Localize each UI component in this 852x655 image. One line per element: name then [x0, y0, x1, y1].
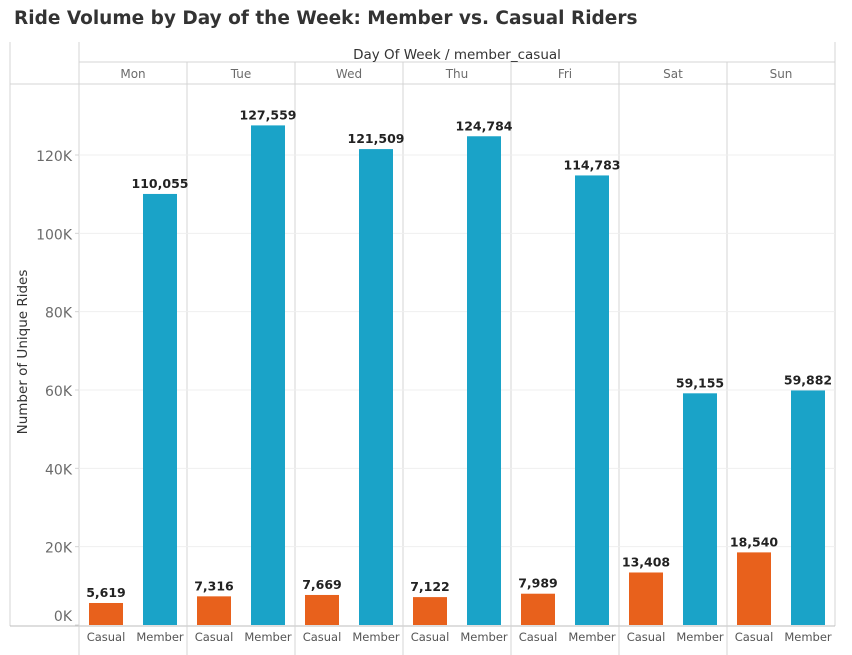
- category-header-fri: Fri: [558, 67, 572, 81]
- y-tick-label: 80K: [45, 306, 73, 322]
- chart-title: Ride Volume by Day of the Week: Member v…: [14, 8, 638, 29]
- x-tick-label-casual: Casual: [87, 630, 126, 644]
- bar-casual-wed: [305, 594, 339, 625]
- bar-casual-tue: [197, 596, 231, 625]
- y-tick-label: 40K: [45, 462, 73, 478]
- data-label: 127,559: [240, 107, 297, 122]
- x-tick-label-casual: Casual: [411, 630, 450, 644]
- data-label: 13,408: [622, 554, 670, 569]
- x-tick-label-casual: Casual: [627, 630, 666, 644]
- bar-member-tue: [251, 125, 285, 625]
- bar-labels: 5,619 Casual 110,055 Member 7,316 Casual 127,5…: [86, 107, 832, 644]
- bars: [89, 125, 825, 626]
- data-label: 110,055: [132, 176, 189, 191]
- y-tick-label: 0K: [54, 609, 73, 625]
- x-tick-label-member: Member: [352, 630, 400, 644]
- y-tick-label: 60K: [45, 384, 73, 400]
- x-tick-label-member: Member: [136, 630, 184, 644]
- y-tick-label: 20K: [45, 541, 73, 557]
- x-tick-label-member: Member: [676, 630, 724, 644]
- data-label: 121,509: [348, 131, 405, 146]
- bar-casual-mon: [89, 602, 123, 625]
- bar-member-fri: [575, 175, 609, 626]
- bar-member-mon: [143, 193, 177, 626]
- category-header-sat: Sat: [663, 67, 683, 81]
- x-tick-label-member: Member: [568, 630, 616, 644]
- x-tick-label-member: Member: [244, 630, 292, 644]
- chart-frame: [9, 42, 836, 655]
- data-label: 5,619: [86, 585, 126, 600]
- category-header-mon: Mon: [120, 67, 145, 81]
- bar-casual-thu: [413, 597, 447, 625]
- data-label: 114,783: [564, 157, 621, 172]
- bar-member-sat: [683, 393, 717, 625]
- x-tick-label-casual: Casual: [519, 630, 558, 644]
- bar-member-sun: [791, 390, 825, 625]
- x-tick-label-member: Member: [460, 630, 508, 644]
- data-label: 7,989: [518, 576, 558, 591]
- column-headers: Mon Tue Wed Thu Fri Sat Sun: [120, 67, 792, 81]
- data-label: 59,155: [676, 375, 724, 390]
- data-label: 124,784: [456, 118, 513, 133]
- y-tick-label: 120K: [36, 149, 73, 165]
- bar-member-thu: [467, 136, 501, 625]
- column-header-title: Day Of Week / member_casual: [353, 47, 561, 63]
- data-label: 7,316: [194, 578, 234, 593]
- bar-member-wed: [359, 149, 393, 625]
- data-label: 59,882: [784, 372, 832, 387]
- x-tick-label-casual: Casual: [195, 630, 234, 644]
- data-label: 7,122: [410, 579, 450, 594]
- x-tick-label-member: Member: [784, 630, 832, 644]
- category-header-sun: Sun: [770, 67, 793, 81]
- x-tick-label-casual: Casual: [735, 630, 774, 644]
- y-tick-label: 100K: [36, 227, 73, 243]
- category-header-thu: Thu: [445, 67, 469, 81]
- gridlines: [79, 154, 835, 548]
- y-axis-ticks: 0K 20K 40K 60K 80K 100K 120K: [36, 149, 79, 626]
- data-label: 18,540: [730, 534, 779, 549]
- bar-casual-sat: [629, 572, 663, 625]
- category-header-wed: Wed: [336, 67, 362, 81]
- category-header-tue: Tue: [230, 67, 252, 81]
- x-tick-label-casual: Casual: [303, 630, 342, 644]
- data-label: 7,669: [302, 577, 342, 592]
- bar-casual-sun: [737, 552, 771, 625]
- y-axis-title: Number of Unique Rides: [15, 270, 31, 435]
- bar-casual-fri: [521, 593, 555, 625]
